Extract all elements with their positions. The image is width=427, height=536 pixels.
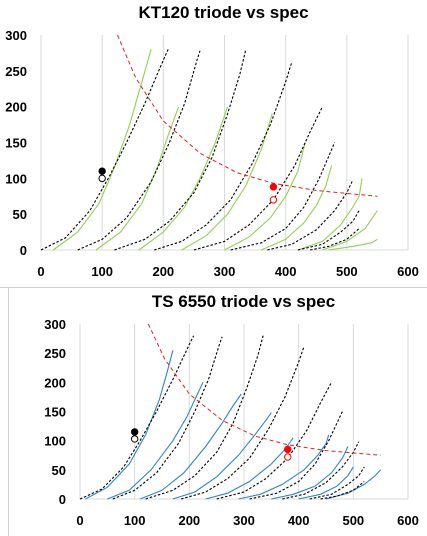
data-point-hollow (284, 453, 292, 461)
chart-separator (0, 287, 427, 288)
chart-title-ts6550: TS 6550 triode vs spec (151, 292, 336, 311)
y-tick-label: 200 (5, 100, 27, 115)
data-point-filled (130, 428, 139, 436)
series-line-spec (267, 179, 354, 251)
series-line-spec (112, 336, 223, 500)
y-tick-label: 0 (59, 492, 66, 507)
x-tick-label: 500 (342, 513, 364, 528)
y-tick-label: 300 (44, 317, 66, 332)
x-tick-label: 300 (233, 513, 255, 528)
y-tick-label: 100 (5, 171, 27, 186)
y-tick-label: 50 (52, 463, 66, 478)
chart-title-kt120: KT120 triode vs spec (138, 3, 309, 22)
data-point-hollow (130, 435, 139, 443)
x-tick-label: 100 (124, 513, 146, 528)
y-tick-label: 250 (44, 346, 66, 361)
series-line-spec (230, 142, 336, 251)
x-tick-label: 400 (288, 513, 310, 528)
series-line-measured (328, 238, 378, 251)
series-line-measured (322, 210, 378, 251)
series-line-measured (297, 178, 363, 251)
series-line-measured (271, 446, 349, 500)
series-line-measured (138, 106, 229, 251)
series-line-measured (325, 469, 382, 500)
series-line-spec (114, 49, 247, 251)
series-line-measured (85, 350, 174, 500)
data-point-hollow (269, 196, 278, 204)
series-line-measured (298, 466, 354, 500)
series-line-spec (309, 228, 360, 251)
chart-border-left (8, 288, 9, 536)
series-line-spec (40, 49, 169, 251)
chart-kt120: 0 100 200 300 400 500 600 0 50 100 150 200 250 300 (5, 28, 419, 279)
series-line-measured (181, 113, 273, 251)
x-tick-label: 300 (214, 264, 236, 279)
series-line-measured (107, 382, 204, 500)
data-point-hollow (98, 174, 106, 183)
x-tick-label: 500 (336, 264, 358, 279)
y-tick-label: 150 (44, 405, 66, 420)
series-line-measured (205, 437, 294, 500)
series-line-measured (260, 165, 333, 251)
x-tick-label: 100 (91, 264, 113, 279)
y-tick-label: 200 (44, 375, 66, 390)
series-line-spec (216, 382, 332, 500)
series-line-measured (139, 393, 242, 500)
x-tick-label: 0 (37, 264, 44, 279)
x-tick-label: 200 (152, 264, 174, 279)
series-line-spec (77, 50, 201, 251)
series-line-spec (309, 466, 365, 500)
x-tick-label: 0 (76, 513, 83, 528)
y-tick-label: 50 (13, 207, 27, 222)
series-line-load_line (147, 323, 381, 456)
series-line-spec (180, 346, 305, 500)
series-line-measured (224, 142, 306, 251)
series-line-spec (282, 441, 360, 500)
series-line-spec (145, 335, 264, 500)
series-line-spec (249, 411, 343, 500)
y-tick-label: 300 (5, 28, 27, 43)
series-line-spec (154, 62, 293, 251)
x-tick-label: 200 (178, 513, 200, 528)
data-point-filled (269, 183, 278, 191)
y-tick-label: 250 (5, 64, 27, 79)
x-tick-label: 600 (397, 264, 419, 279)
y-tick-label: 100 (44, 434, 66, 449)
series-line-measured (52, 49, 152, 251)
y-tick-label: 150 (5, 136, 27, 151)
data-point-filled (284, 445, 292, 454)
series-line-measured (172, 412, 272, 500)
x-tick-label: 400 (275, 264, 297, 279)
x-tick-label: 600 (397, 513, 419, 528)
data-point-filled (98, 167, 106, 175)
series-line-measured (238, 434, 330, 500)
series-line-spec (79, 335, 195, 500)
series-line-spec (320, 481, 365, 500)
series-line-load_line (117, 34, 378, 197)
y-tick-label: 0 (20, 243, 27, 258)
